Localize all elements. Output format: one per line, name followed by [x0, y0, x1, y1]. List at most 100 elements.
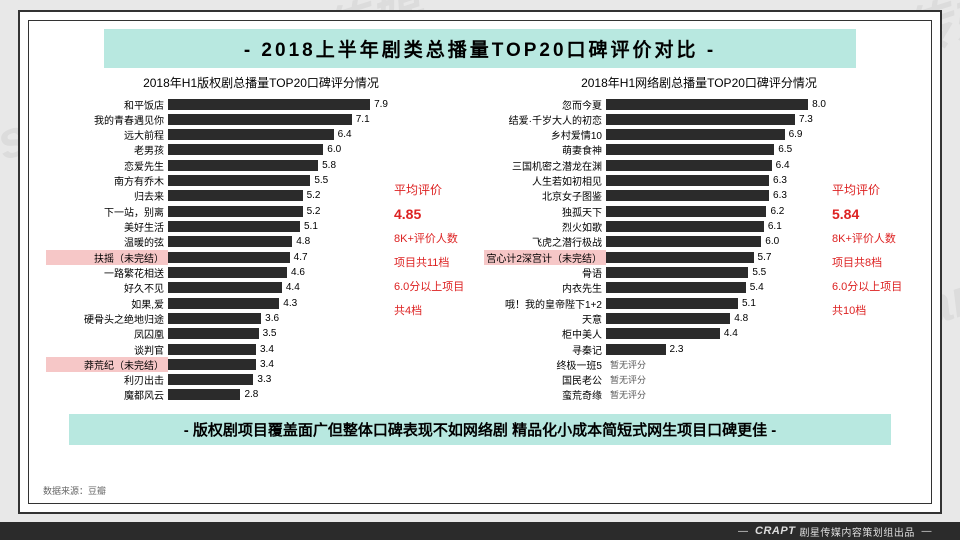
bar-row: 忽而今夏 8.0 — [484, 97, 826, 111]
bar-wrap: 3.5 — [168, 327, 388, 341]
bar-label: 忽而今夏 — [484, 97, 606, 112]
bar-value: 7.3 — [799, 114, 813, 125]
bar-wrap: 6.3 — [606, 189, 826, 203]
bottom-summary: - 版权剧项目覆盖面广但整体口碑表现不如网络剧 精品化小成本简短式网生项目口碑更… — [69, 414, 891, 445]
bar-label: 蛮荒奇缘 — [484, 387, 606, 402]
bar-value: 4.4 — [286, 282, 300, 293]
bar-row: 三国机密之潜龙在渊 6.4 — [484, 158, 826, 172]
bar-row: 天意4.8 — [484, 311, 826, 325]
bar-wrap: 4.7 — [168, 250, 388, 264]
left-chart: 2018年H1版权剧总播量TOP20口碑评分情况 和平饭店7.9我的青春遇见你 7… — [46, 74, 476, 404]
bar — [606, 160, 772, 171]
bar-row: 和平饭店7.9 — [46, 97, 388, 111]
bar-value: 6.0 — [327, 144, 341, 155]
bar — [606, 313, 730, 324]
bar-label: 内衣先生 — [484, 280, 606, 295]
bar-value: 4.8 — [734, 313, 748, 324]
bar-value: 5.8 — [322, 160, 336, 171]
bar — [606, 328, 720, 339]
bar-label: 南方有乔木 — [46, 173, 168, 188]
bar-label: 宫心计2深宫计（未完结） — [484, 250, 606, 265]
bar-wrap: 2.3 — [606, 342, 826, 356]
bar-wrap: 4.8 — [168, 235, 388, 249]
right-chart: 2018年H1网络剧总播量TOP20口碑评分情况 忽而今夏8.0结爱·千岁大人的… — [484, 74, 914, 404]
bar-label: 谈判官 — [46, 342, 168, 357]
bar-row: 骨语5.5 — [484, 265, 826, 279]
bar-value: 5.4 — [750, 282, 764, 293]
right-stats: 平均评价 5.84 8K+评价人数 项目共8档 6.0分以上项目 共10档 — [826, 95, 914, 404]
bar-label: 人生若如初相见 — [484, 173, 606, 188]
bar-label: 我的青春遇见你 — [46, 112, 168, 127]
bar-label: 骨语 — [484, 265, 606, 280]
stat-line: 共10档 — [832, 302, 914, 318]
bar-row: 利刃出击3.3 — [46, 373, 388, 387]
bar — [606, 114, 795, 125]
bar — [168, 282, 282, 293]
bar — [168, 298, 279, 309]
bar — [606, 236, 761, 247]
bar-value: 8.0 — [812, 99, 826, 110]
bar-value: 4.7 — [294, 252, 308, 263]
bar-wrap: 2.8 — [168, 388, 388, 402]
bar — [606, 267, 748, 278]
bar — [606, 252, 754, 263]
bar-label: 恋爱先生 — [46, 158, 168, 173]
data-source: 数据来源：豆瓣 — [43, 484, 106, 497]
bar-wrap: 7.9 — [168, 97, 388, 111]
bar-wrap: 暂无评分 — [606, 373, 826, 387]
bar-value: 6.5 — [778, 144, 792, 155]
bar-row: 结爱·千岁大人的初恋 7.3 — [484, 112, 826, 126]
page-title: - 2018上半年剧类总播量TOP20口碑评价对比 - — [104, 29, 856, 68]
bar-value: 7.1 — [356, 114, 370, 125]
bar-value: 6.0 — [765, 236, 779, 247]
footer-brand: CRAPT — [755, 525, 795, 537]
bar-value: 6.9 — [789, 129, 803, 140]
bar-wrap: 4.3 — [168, 296, 388, 310]
bar-wrap: 6.9 — [606, 128, 826, 142]
bar-value: 7.9 — [374, 99, 388, 110]
bar-row: 我的青春遇见你 7.1 — [46, 112, 388, 126]
bar-label: 独孤天下 — [484, 204, 606, 219]
bar-label: 终极一班5 — [484, 357, 606, 372]
stat-line: 项目共8档 — [832, 254, 914, 270]
bar-label: 美好生活 — [46, 219, 168, 234]
bar-wrap: 3.4 — [168, 342, 388, 356]
bar-label: 结爱·千岁大人的初恋 — [484, 112, 606, 127]
bar-label: 远大前程 — [46, 127, 168, 142]
bar — [168, 344, 256, 355]
bar-row: 凤囚凰3.5 — [46, 327, 388, 341]
bar-row: 恋爱先生 5.8 — [46, 158, 388, 172]
bar-label: 三国机密之潜龙在渊 — [484, 158, 606, 173]
bar-wrap: 6.4 — [606, 158, 826, 172]
bar-value: 6.3 — [773, 190, 787, 201]
bar-wrap: 5.8 — [168, 158, 388, 172]
bar-row: 寻秦记2.3 — [484, 342, 826, 356]
bar-label: 柜中美人 — [484, 326, 606, 341]
bar-row: 老男孩 6.0 — [46, 143, 388, 157]
bar-label: 烈火如歌 — [484, 219, 606, 234]
stat-line: 6.0分以上项目 — [832, 278, 914, 294]
bar-row: 一路繁花相送4.6 — [46, 265, 388, 279]
bar — [168, 114, 352, 125]
bar-wrap: 4.8 — [606, 311, 826, 325]
bar-label: 利刃出击 — [46, 372, 168, 387]
bar-row: 下一站，别离5.2 — [46, 204, 388, 218]
bar-wrap: 5.5 — [168, 174, 388, 188]
bar-label: 老男孩 — [46, 142, 168, 157]
bar-value: 6.3 — [773, 175, 787, 186]
bar-row: 如果,爱4.3 — [46, 296, 388, 310]
bar-row: 温暖的弦4.8 — [46, 235, 388, 249]
bar-row: 终极一班5暂无评分 — [484, 357, 826, 371]
bar-label: 好久不见 — [46, 280, 168, 295]
stat-avg-label: 平均评价 — [832, 181, 914, 198]
bar-label: 扶摇（未完结） — [46, 250, 168, 265]
bar — [606, 129, 785, 140]
bar-wrap: 8.0 — [606, 97, 826, 111]
bar-label: 魔都风云 — [46, 387, 168, 402]
bar — [168, 160, 318, 171]
stat-line: 6.0分以上项目 — [394, 278, 476, 294]
bar-value: 3.4 — [260, 359, 274, 370]
left-chart-title: 2018年H1版权剧总播量TOP20口碑评分情况 — [46, 74, 476, 91]
bar-row: 柜中美人4.4 — [484, 327, 826, 341]
bar-value: 6.4 — [776, 160, 790, 171]
